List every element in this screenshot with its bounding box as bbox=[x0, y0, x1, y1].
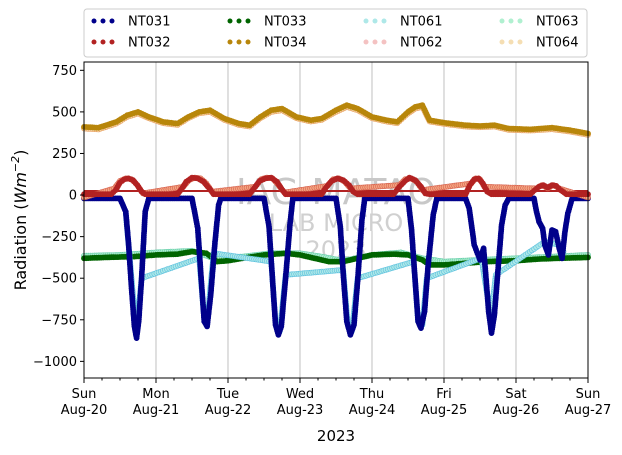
legend-label: NT063 bbox=[536, 15, 578, 30]
legend-marker bbox=[100, 18, 106, 24]
x-tick-label-date: Aug-22 bbox=[205, 403, 252, 418]
legend-marker bbox=[508, 18, 514, 24]
y-axis-unit-exponent: −2 bbox=[9, 156, 22, 172]
legend: NT031 NT032 NT033 NT034 NT061 NT062 NT063 NT064 bbox=[83, 8, 588, 58]
legend-item-nt034: NT034 bbox=[227, 36, 306, 51]
y-tick-label: −250 bbox=[41, 230, 77, 245]
legend-marker bbox=[363, 18, 369, 24]
plot-area: IAG-MATAO LAB MICRO 2023 bbox=[81, 61, 591, 379]
legend-label: NT061 bbox=[400, 15, 442, 30]
y-tick-label: 750 bbox=[52, 64, 77, 79]
gridlines bbox=[155, 62, 517, 378]
x-tick-label-date: Aug-20 bbox=[61, 403, 108, 418]
y-axis-unit-base: Wm bbox=[11, 172, 30, 203]
x-tick-label-day: Wed bbox=[286, 387, 314, 402]
y-tick-label: 250 bbox=[52, 147, 77, 162]
legend-label: NT031 bbox=[128, 15, 170, 30]
x-tick-label-date: Aug-26 bbox=[493, 403, 540, 418]
x-tick-label-day: Sat bbox=[505, 387, 526, 402]
x-tick-label-day: Tue bbox=[216, 387, 239, 402]
legend-item-nt061: NT061 bbox=[363, 15, 442, 30]
x-tick-label-date: Aug-21 bbox=[133, 403, 180, 418]
y-tick-label: 500 bbox=[52, 105, 77, 120]
legend-marker bbox=[381, 39, 387, 45]
x-axis-label: 2023 bbox=[317, 427, 355, 445]
legend-marker bbox=[236, 39, 242, 45]
x-tick-label-date: Aug-25 bbox=[421, 403, 468, 418]
x-tick-label-day: Sun bbox=[576, 387, 601, 402]
legend-item-nt033: NT033 bbox=[227, 15, 306, 30]
legend-marker bbox=[245, 39, 251, 45]
series-nt031 bbox=[81, 195, 591, 341]
x-tick-label-day: Sun bbox=[72, 387, 97, 402]
legend-label: NT064 bbox=[536, 36, 578, 51]
series-layer bbox=[81, 102, 591, 341]
x-axis: SunAug-20MonAug-21TueAug-22WedAug-23ThuA… bbox=[61, 378, 612, 418]
legend-marker bbox=[517, 18, 523, 24]
legend-marker bbox=[109, 18, 115, 24]
series-nt034 bbox=[81, 102, 591, 137]
legend-marker bbox=[236, 18, 242, 24]
x-tick-label-date: Aug-27 bbox=[565, 403, 612, 418]
legend-item-nt031: NT031 bbox=[91, 15, 170, 30]
legend-marker bbox=[363, 39, 369, 45]
legend-marker bbox=[517, 39, 523, 45]
legend-item-nt032: NT032 bbox=[91, 36, 170, 51]
legend-label: NT062 bbox=[400, 36, 442, 51]
legend-marker bbox=[91, 39, 97, 45]
y-tick-label: −1000 bbox=[33, 355, 77, 370]
x-tick-label-day: Fri bbox=[436, 387, 452, 402]
legend-marker bbox=[499, 39, 505, 45]
y-tick-label: −750 bbox=[41, 313, 77, 328]
legend-marker bbox=[100, 39, 106, 45]
legend-item-nt063: NT063 bbox=[499, 15, 578, 30]
legend-label: NT032 bbox=[128, 36, 170, 51]
legend-label: NT033 bbox=[264, 15, 306, 30]
legend-label: NT034 bbox=[264, 36, 306, 51]
legend-item-nt064: NT064 bbox=[499, 36, 578, 51]
legend-marker bbox=[109, 39, 115, 45]
legend-marker bbox=[91, 18, 97, 24]
y-tick-label: 0 bbox=[69, 189, 77, 204]
legend-marker bbox=[372, 18, 378, 24]
y-axis-label-text: Radiation bbox=[11, 215, 30, 291]
legend-marker bbox=[227, 39, 233, 45]
legend-marker bbox=[227, 18, 233, 24]
x-tick-label-date: Aug-24 bbox=[349, 403, 396, 418]
x-tick-label-date: Aug-23 bbox=[277, 403, 324, 418]
x-tick-label-day: Thu bbox=[359, 387, 384, 402]
legend-marker bbox=[508, 39, 514, 45]
y-tick-label: −500 bbox=[41, 272, 77, 287]
y-axis: −1000 −750 −500 −250 0 250 500 750 bbox=[33, 64, 84, 370]
y-axis-label: Radiation (Wm−2) bbox=[9, 150, 30, 291]
legend-item-nt062: NT062 bbox=[363, 36, 442, 51]
series-nt032 bbox=[81, 174, 591, 198]
legend-frame bbox=[83, 8, 588, 58]
legend-marker bbox=[381, 18, 387, 24]
x-tick-label-day: Mon bbox=[142, 387, 169, 402]
legend-marker bbox=[499, 18, 505, 24]
legend-marker bbox=[245, 18, 251, 24]
legend-marker bbox=[372, 39, 378, 45]
